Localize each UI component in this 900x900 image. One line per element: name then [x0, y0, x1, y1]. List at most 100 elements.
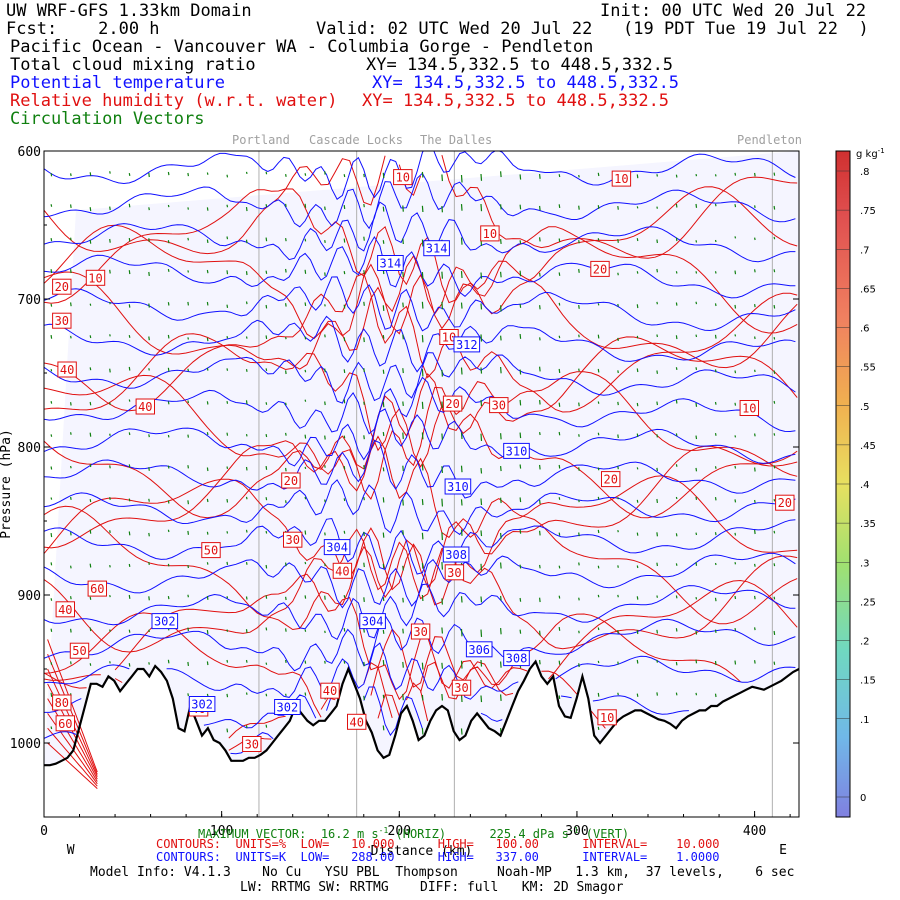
rh-label-text: 10 — [442, 331, 456, 345]
vector-arrow — [402, 530, 404, 536]
vector-arrow — [636, 304, 639, 309]
vector-arrow — [187, 594, 189, 598]
vector-arrow — [70, 237, 72, 241]
vector-arrow — [245, 725, 248, 729]
vector-arrow — [597, 594, 600, 598]
vector-arrow — [460, 529, 463, 536]
vector-arrow — [695, 367, 698, 371]
vector-arrow — [226, 270, 229, 275]
vector-arrow — [734, 334, 737, 337]
rh-label: 20 — [601, 471, 621, 488]
colorbar-tick-label: .4 — [860, 480, 870, 491]
colorbar-tick-label: .65 — [860, 284, 876, 295]
vector-arrow — [70, 596, 72, 600]
vector-arrow — [167, 204, 170, 208]
theta-contour-4 — [44, 276, 796, 332]
vector-arrow — [773, 465, 776, 469]
vector-arrow — [480, 334, 483, 342]
vector-arrow — [70, 496, 72, 500]
vector-arrow — [597, 467, 600, 471]
vector-arrow — [50, 269, 53, 274]
rh-contour-7 — [44, 372, 798, 519]
vector-arrow — [206, 367, 209, 371]
theta-label-box — [503, 650, 530, 667]
vector-arrow — [617, 206, 619, 210]
vector-arrow — [519, 174, 522, 180]
vector-arrow — [734, 660, 737, 665]
colorbar-tick-label: .8 — [860, 167, 870, 178]
vector-arrow — [148, 238, 150, 242]
vector-arrow — [500, 694, 502, 701]
vector-arrow — [773, 172, 776, 176]
vector-arrow — [70, 204, 72, 208]
vector-arrow — [558, 565, 561, 569]
vector-arrow — [597, 496, 600, 500]
theta-contour-2 — [44, 201, 796, 263]
vector-arrow — [206, 562, 209, 565]
vector-arrow — [285, 402, 287, 406]
vector-arrow — [148, 629, 150, 633]
vector-arrow — [441, 369, 443, 377]
theta-contour-14 — [44, 614, 796, 672]
vector-arrow — [304, 399, 307, 402]
vector-arrow — [148, 561, 150, 566]
vector-arrow — [167, 563, 170, 567]
vector-arrow — [714, 562, 717, 566]
vector-arrow — [128, 270, 131, 275]
vector-arrow — [578, 402, 580, 407]
vector-arrow — [382, 369, 385, 374]
vector-arrow — [265, 662, 268, 665]
vector-arrow — [363, 301, 365, 306]
theta-contour-11 — [44, 517, 796, 575]
vector-arrow — [558, 660, 561, 665]
vector-arrow — [773, 661, 776, 665]
vector-arrow — [656, 401, 658, 406]
rh-label-text: 10 — [742, 402, 756, 416]
vector-arrow — [441, 532, 443, 541]
vector-arrow — [773, 370, 776, 374]
vector-arrow — [50, 303, 53, 307]
vector-arrow — [617, 630, 619, 634]
vector-arrow — [324, 563, 326, 567]
theta-label: 306 — [465, 641, 493, 658]
vector-arrow — [128, 172, 131, 177]
vector-arrow — [382, 532, 385, 538]
rh-label-text: 40 — [323, 684, 337, 698]
rh-label-text: 20 — [445, 397, 459, 411]
vector-arrow — [343, 337, 346, 342]
vector-arrow — [421, 728, 424, 735]
vector-arrow — [597, 238, 600, 241]
vector-arrow — [187, 661, 189, 666]
vector-arrow — [363, 661, 365, 667]
vector-arrow — [206, 661, 209, 666]
rh-label: 30 — [444, 564, 465, 581]
theta-label: 314 — [423, 240, 450, 257]
rh-label-box — [281, 472, 301, 489]
vector-arrow — [363, 695, 365, 701]
rh-label-text: 20 — [284, 474, 298, 488]
vector-arrow — [109, 594, 111, 598]
axes: 600 700 800 900 1000 0 100 200 300 400 Pressure (h… — [0, 145, 800, 859]
vector-arrow — [460, 302, 463, 309]
vector-arrow — [539, 272, 541, 277]
vector-arrow — [206, 239, 209, 243]
vector-arrow — [128, 563, 131, 568]
vector-arrow — [460, 628, 463, 637]
vector-arrow — [206, 531, 209, 535]
vector-arrow — [128, 432, 131, 436]
x-tick-label: 200 — [388, 824, 411, 839]
vector-arrow — [421, 563, 424, 569]
colorbar-tick-label: .6 — [860, 324, 870, 335]
vector-arrow — [245, 171, 248, 175]
vector-arrow — [500, 628, 502, 635]
vector-arrow — [187, 564, 189, 569]
vector-arrow — [734, 435, 737, 438]
vector-arrow — [597, 334, 600, 339]
vector-arrow — [460, 271, 463, 279]
vector-arrow — [773, 530, 776, 534]
vector-arrow — [656, 692, 658, 696]
vector-arrow — [304, 660, 307, 664]
vector-arrow — [206, 595, 209, 600]
vector-arrow — [50, 173, 53, 177]
vector-arrow — [245, 433, 248, 437]
